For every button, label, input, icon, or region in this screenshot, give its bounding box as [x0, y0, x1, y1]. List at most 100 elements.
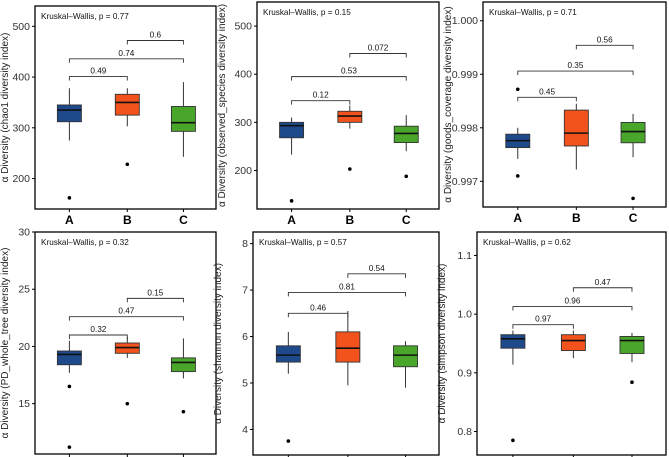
- plot-frame: [34, 5, 217, 210]
- y-tick-label: 400: [12, 72, 30, 84]
- comparison-p-value: 0.49: [90, 67, 106, 76]
- comparison-p-value: 0.53: [341, 67, 357, 76]
- comparison-p-value: 0.74: [118, 49, 134, 58]
- y-tick-label: 400: [234, 69, 252, 81]
- y-tick-label: 1.1: [457, 250, 472, 262]
- y-tick-label: 500: [12, 21, 30, 33]
- comparison-p-value: 0.15: [147, 288, 163, 297]
- plot-frame: [482, 1, 667, 208]
- y-tick-label: 6: [242, 331, 248, 343]
- box-A: [275, 345, 301, 363]
- y-tick-label: 8: [242, 238, 248, 250]
- outlier-point: [404, 174, 409, 179]
- panel-2: 200 300 400 500 α Diversity (observed_specie…: [217, 1, 440, 227]
- box-C: [393, 125, 419, 144]
- outlier-point: [348, 167, 352, 171]
- comparison-bracket: [517, 70, 634, 76]
- comparison-bracket: [517, 96, 577, 102]
- x-tick-label: A: [287, 213, 296, 227]
- comparison-p-value: 0.46: [310, 303, 326, 312]
- box-A: [279, 121, 305, 139]
- box-C: [393, 345, 418, 368]
- comparison-bracket: [126, 40, 184, 45]
- outlier-point: [67, 445, 72, 449]
- kruskal-wallis-label: Kruskal–Wallis, p = 0.57: [259, 238, 347, 247]
- comparison-bracket: [347, 273, 406, 278]
- x-tick-label: A: [65, 213, 74, 227]
- comparison-p-value: 0.81: [339, 282, 355, 291]
- comparison-bracket: [68, 316, 184, 321]
- x-tick-label: B: [345, 213, 354, 227]
- comparison-bracket: [572, 287, 633, 292]
- outlier-point: [630, 380, 634, 385]
- panel-4: 15 20 25 30 α Diversity (PD_whole_tree diver…: [0, 227, 217, 457]
- y-tick-label: 5: [242, 377, 248, 389]
- comparison-bracket: [126, 297, 184, 303]
- outlier-point: [67, 384, 72, 389]
- kruskal-wallis-label: Kruskal–Wallis, p = 0.62: [483, 238, 571, 247]
- y-tick-label: 0.997: [452, 176, 478, 188]
- comparison-p-value: 0.56: [597, 35, 613, 44]
- comparison-bracket: [68, 58, 184, 63]
- comparison-p-value: 0.072: [368, 44, 389, 53]
- outlier-point: [125, 162, 130, 167]
- comparison-p-value: 0.54: [369, 264, 385, 273]
- kruskal-wallis-label: Kruskal–Wallis, p = 0.77: [41, 12, 129, 21]
- comparison-bracket: [512, 324, 574, 329]
- y-tick-label: 20: [18, 341, 30, 353]
- kruskal-wallis-label: Kruskal–Wallis, p = 0.15: [263, 8, 351, 17]
- y-tick-label: 500: [234, 21, 252, 33]
- y-tick-label: 1.0: [457, 309, 472, 321]
- outlier-point: [125, 401, 130, 406]
- box-B: [563, 109, 589, 147]
- x-tick-label: B: [123, 213, 132, 227]
- y-tick-label: 200: [234, 165, 252, 177]
- outlier-point: [631, 196, 635, 201]
- outlier-point: [515, 174, 520, 178]
- plot-frame: [476, 231, 667, 456]
- panel-6: 0.8 0.9 1.0 1.1 α Diversity (simpson diversi…: [437, 231, 667, 457]
- y-axis-title: α Diversity (PD_whole_tree diversity ind…: [0, 248, 11, 439]
- outlier-point: [515, 87, 520, 92]
- x-tick-label: C: [629, 211, 638, 225]
- y-tick-label: 7: [242, 285, 248, 297]
- x-tick-label: C: [402, 213, 411, 227]
- comparison-bracket: [68, 76, 128, 81]
- y-tick-label: 15: [18, 398, 30, 410]
- panel-5: 4 5 6 7 8 α Diversity (shannon diversity inde…: [213, 231, 440, 457]
- y-axis-title: α Diversity (chao1 diversity index): [0, 33, 11, 183]
- comparison-bracket: [512, 306, 633, 311]
- comparison-bracket: [349, 53, 407, 58]
- box-C: [170, 357, 196, 373]
- outlier-point: [67, 196, 72, 200]
- box-B: [335, 331, 361, 363]
- y-tick-label: 0.998: [452, 122, 478, 134]
- y-axis-title: α Diversity (simpson diversity index): [437, 264, 448, 424]
- comparison-p-value: 0.47: [595, 278, 611, 287]
- y-tick-label: 200: [12, 173, 30, 185]
- box-A: [56, 350, 82, 366]
- y-tick-label: 300: [12, 122, 30, 134]
- comparison-p-value: 0.97: [535, 315, 551, 324]
- kruskal-wallis-label: Kruskal–Wallis, p = 0.71: [489, 8, 577, 17]
- comparison-bracket: [287, 312, 349, 318]
- comparison-bracket: [575, 44, 634, 50]
- x-tick-label: C: [179, 213, 188, 227]
- plot-frame: [34, 231, 217, 455]
- comparison-p-value: 0.47: [118, 307, 134, 316]
- comparison-p-value: 0.12: [313, 91, 329, 100]
- comparison-bracket: [68, 334, 128, 339]
- outlier-point: [289, 199, 294, 203]
- comparison-p-value: 0.96: [564, 297, 580, 306]
- y-tick-label: 4: [242, 424, 248, 436]
- y-tick-label: 0.999: [452, 69, 478, 81]
- comparison-p-value: 0.35: [567, 61, 583, 70]
- comparison-p-value: 0.45: [539, 87, 555, 96]
- comparison-bracket: [291, 76, 407, 81]
- box-C: [170, 106, 196, 132]
- y-tick-label: 30: [18, 227, 30, 239]
- box-C: [619, 336, 645, 354]
